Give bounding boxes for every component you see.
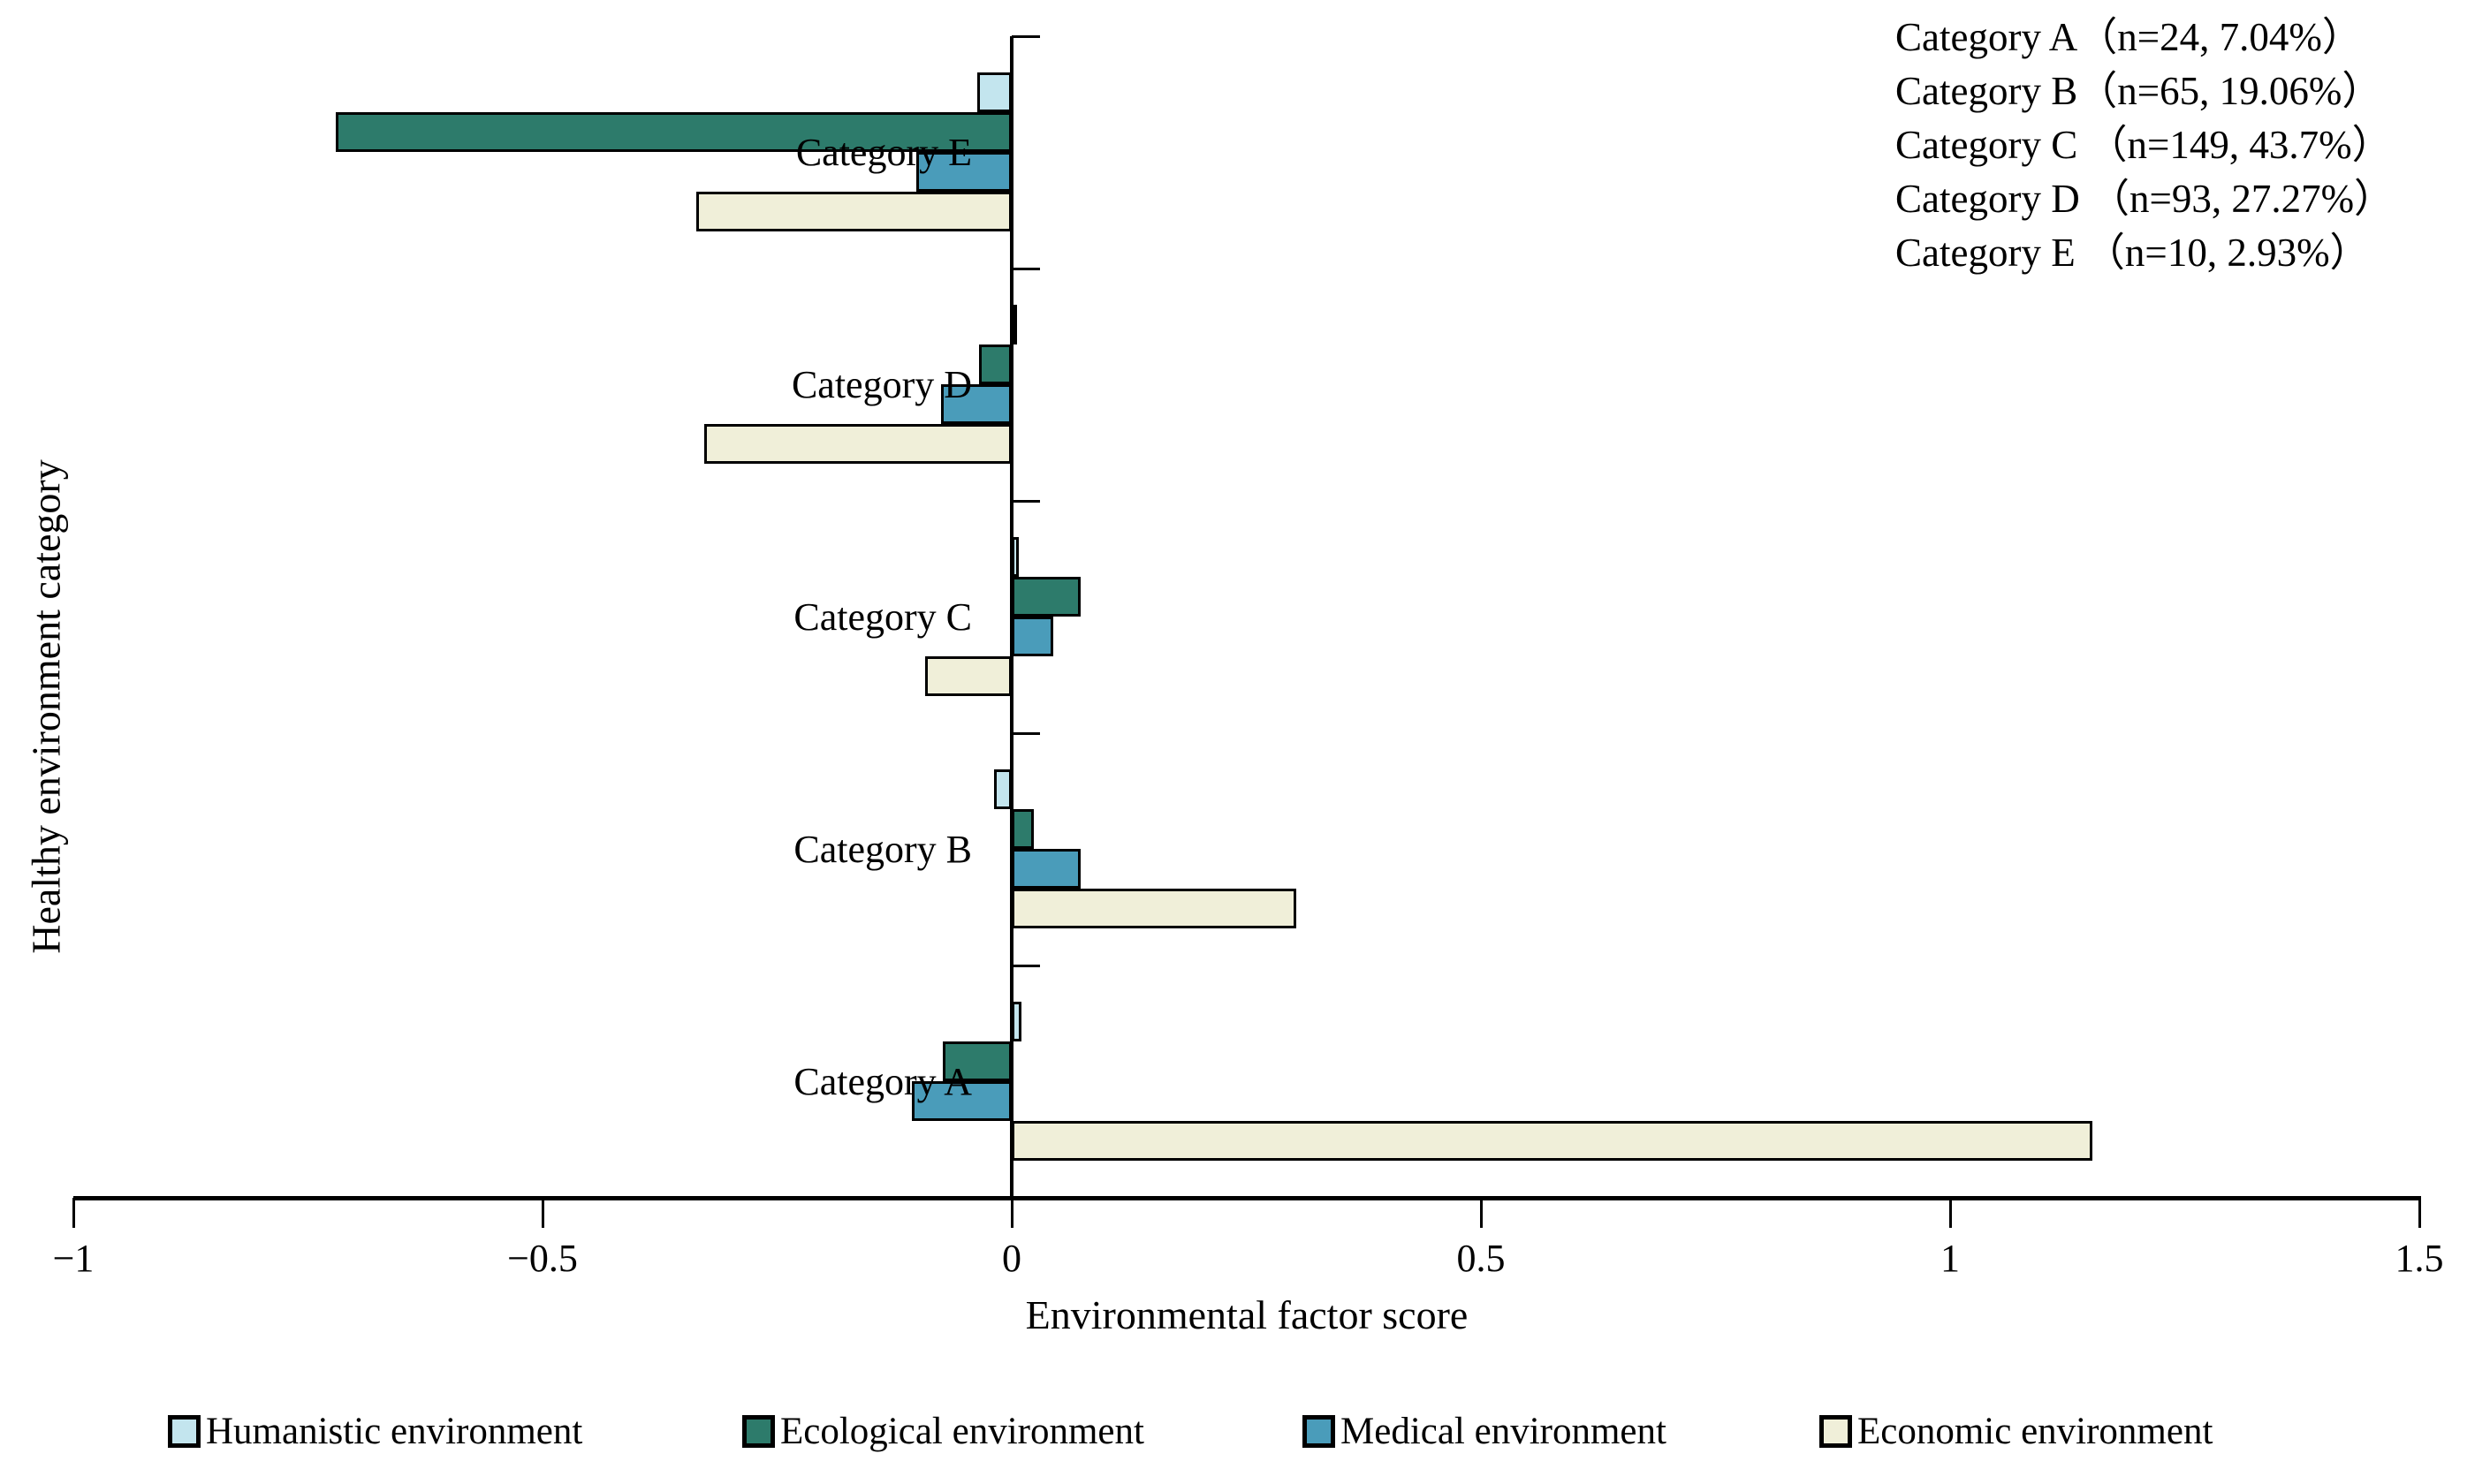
x-axis-line	[73, 1196, 2421, 1200]
bar-category-a-economic	[1012, 1121, 2093, 1161]
bar-category-d-economic	[703, 424, 1012, 464]
category-label: Category B	[793, 827, 972, 871]
bar-category-b-medical	[1012, 849, 1081, 889]
legend-swatch-icon	[742, 1415, 775, 1448]
x-axis-title: Environmental factor score	[1025, 1292, 1469, 1337]
bar-category-d-humanistic	[1012, 305, 1017, 344]
bar-category-e-ecological	[336, 112, 1012, 152]
category-label: Category E	[795, 130, 972, 174]
category-count-annotation: Category D （n=93, 27.27%）	[1895, 177, 2395, 221]
bar-category-e-humanistic	[976, 72, 1012, 112]
category-count-annotation: Category B（n=65, 19.06%）	[1895, 69, 2382, 113]
bar-category-d-medical	[941, 384, 1012, 424]
x-tick-label: 1	[1940, 1237, 1960, 1280]
legend-item-economic: Economic environment	[1819, 1410, 2213, 1453]
x-axis-tick	[542, 1198, 544, 1228]
x-axis-tick	[1011, 1198, 1013, 1228]
x-tick-label: 0.5	[1456, 1237, 1506, 1280]
y-axis-tick	[1012, 35, 1040, 38]
x-axis-tick	[1480, 1198, 1483, 1228]
category-sample-annotations: Category A（n=24, 7.04%） Category B（n=65, …	[1895, 11, 2394, 280]
legend-item-ecological: Ecological environment	[742, 1410, 1144, 1453]
category-label: Category C	[793, 594, 972, 639]
x-tick-label: 1.5	[2395, 1237, 2444, 1280]
legend-item-humanistic: Humanistic environment	[168, 1410, 582, 1453]
category-label: Category D	[791, 362, 972, 406]
category-count-annotation: Category C （n=149, 43.7%）	[1895, 123, 2392, 167]
x-axis-tick	[1949, 1198, 1952, 1228]
bar-category-b-humanistic	[993, 769, 1012, 809]
bar-category-e-economic	[696, 192, 1012, 231]
category-count-annotation: Category E （n=10, 2.93%）	[1895, 231, 2370, 275]
x-tick-label: −1	[52, 1237, 95, 1280]
legend-label: Medical environment	[1340, 1411, 1666, 1452]
bar-category-e-medical	[915, 152, 1012, 192]
y-axis-tick	[1012, 268, 1040, 270]
bar-category-a-ecological	[943, 1041, 1012, 1081]
legend-label: Economic environment	[1857, 1411, 2213, 1452]
legend: Humanistic environment Ecological environ…	[0, 1403, 2490, 1465]
bar-category-c-ecological	[1012, 577, 1081, 617]
bar-category-a-humanistic	[1012, 1002, 1021, 1041]
category-label: Category A	[793, 1059, 972, 1103]
legend-label: Ecological environment	[780, 1411, 1144, 1452]
bar-category-c-medical	[1012, 617, 1053, 656]
x-axis-tick	[72, 1198, 75, 1228]
legend-swatch-icon	[1302, 1415, 1335, 1448]
bar-category-d-ecological	[978, 344, 1012, 384]
bar-category-a-medical	[912, 1081, 1012, 1121]
bar-category-b-economic	[1012, 889, 1296, 928]
legend-item-medical: Medical environment	[1302, 1410, 1666, 1453]
plot-area: −1 −0.5 0 0.5 1 1.5 Category E Category D Catego…	[52, 35, 2444, 1280]
bar-category-c-humanistic	[1012, 537, 1020, 577]
legend-swatch-icon	[168, 1415, 201, 1448]
category-count-annotation: Category A（n=24, 7.04%）	[1895, 15, 2362, 59]
x-tick-label: −0.5	[507, 1237, 578, 1280]
legend-label: Humanistic environment	[206, 1411, 583, 1452]
y-axis-tick	[1012, 732, 1040, 735]
bar-category-b-ecological	[1012, 809, 1035, 849]
x-axis-tick	[2418, 1198, 2421, 1228]
legend-swatch-icon	[1819, 1415, 1852, 1448]
bar-category-c-economic	[925, 656, 1012, 696]
y-axis-tick	[1012, 500, 1040, 503]
y-axis-tick	[1012, 965, 1040, 967]
x-tick-label: 0	[1002, 1237, 1021, 1280]
